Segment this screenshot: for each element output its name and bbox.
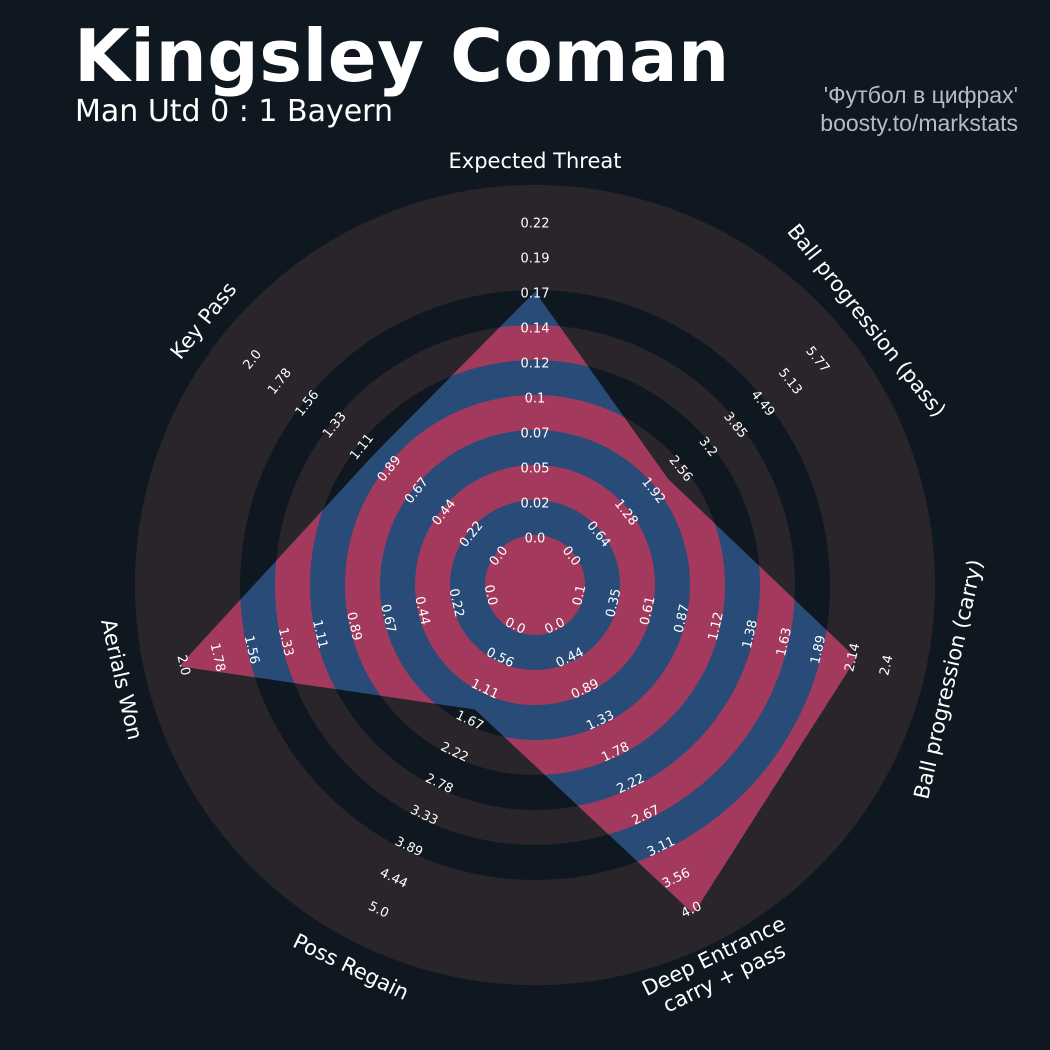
tick-label: 0.22 xyxy=(445,587,466,619)
tick-label: 0.35 xyxy=(603,587,624,619)
inner-ring xyxy=(485,535,585,635)
tick-label: 0.07 xyxy=(521,427,550,442)
tick-label: 1.78 xyxy=(207,642,228,674)
tick-label: 0.0 xyxy=(481,583,500,607)
tick-label: 0.17 xyxy=(521,287,550,302)
tick-label: 0.02 xyxy=(521,497,550,512)
player-polygon-group xyxy=(179,291,857,914)
tick-label: 0.87 xyxy=(672,603,693,635)
tick-label: 0.67 xyxy=(377,603,398,635)
tick-label: 0.12 xyxy=(521,357,550,372)
tick-label: 2.0 xyxy=(173,654,192,678)
credit-line-1: 'Футбол в цифрах' xyxy=(823,82,1018,108)
tick-label: 0.22 xyxy=(521,217,550,232)
chart-title: Kingsley Coman xyxy=(74,14,730,98)
credit-line-2: boosty.to/markstats xyxy=(820,110,1018,136)
tick-label: 0.19 xyxy=(521,252,550,267)
tick-label: 0.1 xyxy=(570,583,589,607)
tick-label: 0.14 xyxy=(521,322,550,337)
tick-label: 0.1 xyxy=(525,392,546,407)
tick-label: 2.14 xyxy=(842,642,863,674)
tick-label: 0.61 xyxy=(638,595,659,627)
tick-label: 1.38 xyxy=(740,618,761,650)
tick-label: 0.89 xyxy=(343,611,364,643)
match-subtitle: Man Utd 0 : 1 Bayern xyxy=(75,94,394,129)
tick-label: 0.0 xyxy=(525,532,546,547)
tick-label: 1.89 xyxy=(808,634,829,666)
tick-label: 2.4 xyxy=(877,654,896,678)
tick-label: 1.12 xyxy=(706,611,727,643)
tick-label: 1.33 xyxy=(275,626,296,658)
axis-label: Expected Threat xyxy=(449,149,622,173)
player-polygon-rings xyxy=(179,291,857,914)
tick-label: 0.44 xyxy=(411,595,432,627)
tick-label: 1.11 xyxy=(309,618,330,650)
tick-label: 0.05 xyxy=(521,462,550,477)
tick-label: 1.63 xyxy=(774,626,795,658)
tick-label: 1.56 xyxy=(241,634,262,666)
